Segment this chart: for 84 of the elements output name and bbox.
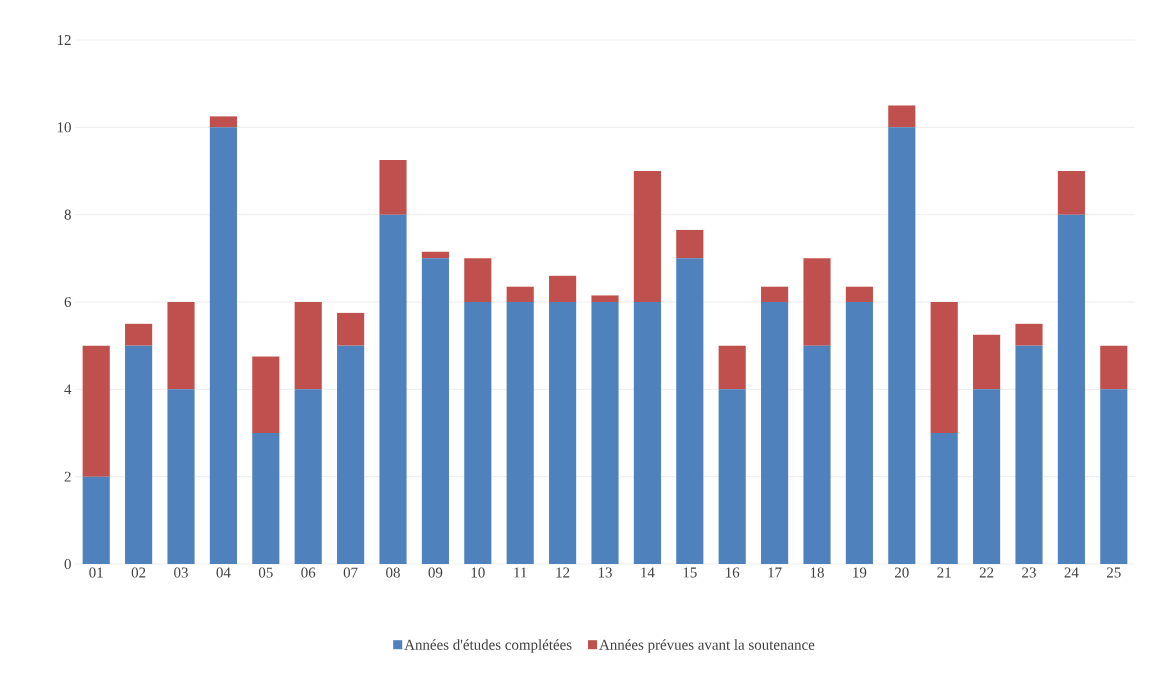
bar [1015,345,1043,564]
x-tick-label: 10 [471,567,485,578]
x-tick-label: 11 [514,567,527,578]
x-tick-label: 14 [641,567,655,578]
x-tick-label: 01 [89,567,103,578]
bar [167,389,195,564]
bar [930,432,958,564]
x-tick-label: 21 [937,567,951,578]
x-tick-label: 05 [258,567,273,578]
bar [506,301,534,564]
bar [718,389,746,564]
bar [1015,323,1043,346]
bar [549,275,577,302]
x-tick-label: 24 [1064,567,1079,578]
bar [1057,214,1085,564]
bar [82,476,110,564]
bar [294,301,322,390]
y-tick-label: 6 [64,296,72,307]
y-tick-label: 10 [57,122,71,133]
x-tick-label: 16 [726,567,740,578]
bar [633,170,661,302]
x-tick-label: 22 [979,567,994,578]
bar [803,258,831,346]
bar [549,301,577,564]
bar [845,301,873,564]
bar [421,258,449,564]
legend-label: Années prévues avant la soutenance [599,639,815,653]
bar [421,251,449,259]
bar [82,345,110,477]
bar [591,295,619,302]
bar [1100,389,1128,564]
bar [379,160,407,215]
x-tick-label: 19 [853,567,867,578]
x-tick-label: 13 [598,567,612,578]
y-tick-label: 0 [64,558,71,570]
x-tick-label: 02 [131,567,146,578]
bar [294,389,322,564]
y-tick-label: 2 [64,471,71,482]
x-tick-label: 04 [216,567,231,578]
bar [973,334,1001,390]
bar [591,301,619,564]
bar [888,105,916,128]
x-tick-label: 12 [556,567,570,578]
bar [633,301,661,564]
x-tick-label: 03 [174,567,188,578]
bar [464,301,492,564]
bar [676,258,704,564]
bar [973,389,1001,564]
x-tick-label: 18 [810,567,824,578]
bar [506,286,534,302]
y-tick-label: 8 [64,209,71,220]
x-tick-label: 17 [768,567,782,578]
x-tick-label: 09 [428,567,443,578]
bar [125,345,153,564]
bar [167,301,195,390]
y-tick-label: 12 [57,35,71,45]
x-tick-label: 08 [386,567,400,578]
bar [1057,170,1085,215]
x-tick-label: 20 [894,567,909,578]
bar [209,127,237,564]
bar [337,312,365,346]
x-tick-label: 25 [1106,567,1121,578]
bar [761,286,789,302]
bar [803,345,831,564]
y-tick-label: 4 [64,384,72,395]
x-tick-label: 23 [1022,567,1036,578]
bar [930,301,958,433]
bar [125,323,153,346]
bar [209,116,237,128]
bar [464,258,492,302]
bar [761,301,789,564]
bar [676,229,704,259]
bar [337,345,365,564]
bar [379,214,407,564]
x-tick-label: 06 [301,567,316,578]
bar [888,127,916,564]
x-tick-label: 07 [343,567,358,578]
bar [845,286,873,302]
bar [252,356,280,433]
bar [252,432,280,564]
bar [1100,345,1128,390]
x-tick-label: 15 [683,567,697,578]
bar [718,345,746,390]
legend-label: Années d'études complétées [404,639,572,653]
